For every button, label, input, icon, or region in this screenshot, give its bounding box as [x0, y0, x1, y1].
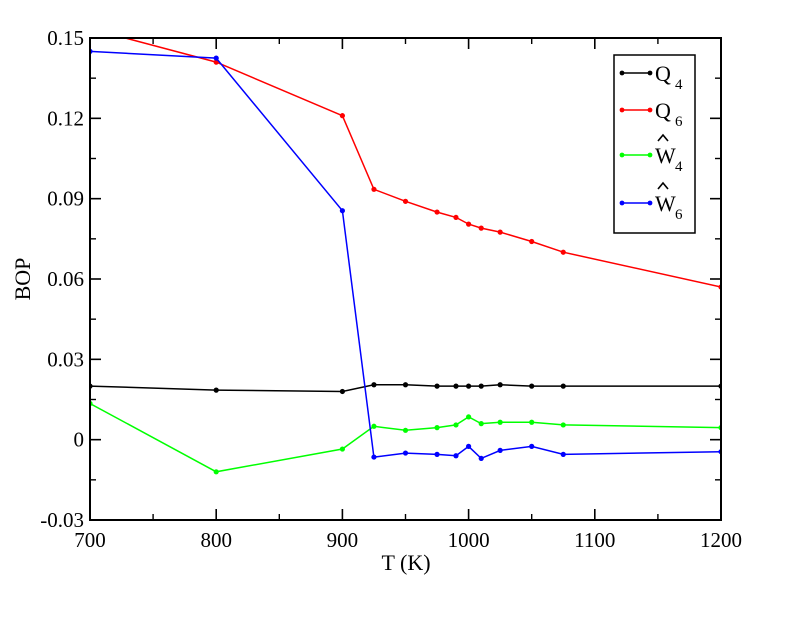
data-point	[478, 455, 484, 462]
data-point	[339, 113, 345, 119]
data-point	[466, 414, 472, 420]
legend-marker	[647, 107, 653, 113]
data-point	[434, 209, 440, 215]
data-point	[478, 225, 484, 231]
data-point	[402, 450, 409, 456]
y-tick-label: 0.06	[47, 267, 84, 291]
data-point	[402, 427, 409, 433]
data-point	[213, 469, 219, 475]
data-point	[434, 383, 440, 389]
legend-marker	[619, 152, 625, 158]
plot-frame	[89, 37, 722, 521]
data-point	[339, 388, 345, 395]
x-tick-label: 1200	[700, 528, 742, 552]
legend-hat-mark	[657, 133, 669, 142]
legend-marker	[619, 107, 625, 113]
data-point	[478, 421, 484, 427]
x-tick-label: 900	[327, 528, 359, 552]
legend-marker	[647, 70, 653, 76]
data-point	[371, 454, 377, 460]
legend-label: W	[655, 191, 676, 216]
data-point	[560, 383, 566, 389]
data-point	[529, 443, 535, 449]
data-point	[560, 422, 566, 428]
data-point	[466, 221, 472, 227]
legend-label: W	[655, 143, 676, 168]
data-point	[497, 419, 503, 425]
data-point	[560, 451, 566, 457]
tick-labels: 700 800 900 1000 1100 1200 -0.03 0 0.03 0.06 0.09 0…	[40, 26, 742, 552]
x-tick-label: 800	[200, 528, 232, 552]
data-point	[497, 382, 503, 388]
y-tick-label: -0.03	[40, 508, 84, 532]
x-tick-label: 700	[74, 528, 106, 552]
y-axis-label: BOP	[10, 258, 35, 301]
data-point	[560, 249, 566, 255]
data-point	[434, 451, 440, 457]
data-point	[497, 229, 503, 235]
series-q4	[90, 382, 721, 395]
legend-marker	[619, 200, 625, 206]
legend-label-subscript: 4	[675, 159, 683, 175]
x-tick-label: 1000	[448, 528, 490, 552]
y-tick-label: 0.15	[47, 26, 84, 50]
x-axis-label: T (K)	[381, 550, 430, 575]
y-tick-label: 0	[74, 428, 85, 452]
series-w4-hat	[90, 400, 721, 475]
y-tick-label: 0.12	[47, 106, 84, 130]
legend-label-subscript: 4	[675, 77, 683, 93]
y-tick-label: 0.09	[47, 187, 84, 211]
series-layer	[87, 26, 721, 475]
data-point	[339, 208, 345, 214]
data-point	[453, 422, 459, 428]
data-point	[213, 55, 219, 61]
data-point	[371, 382, 377, 388]
data-point	[339, 446, 345, 452]
series-w6-hat	[90, 48, 721, 462]
data-point	[466, 443, 472, 449]
legend-marker	[647, 152, 653, 158]
legend: Q 4Q 6W 4W 6	[613, 54, 696, 234]
legend-marker	[647, 200, 653, 206]
data-point	[466, 383, 472, 389]
data-point	[453, 453, 459, 459]
legend-label-subscript: 6	[675, 207, 683, 223]
y-tick-label: 0.03	[47, 347, 84, 371]
data-point	[402, 198, 409, 204]
data-point	[213, 387, 219, 393]
legend-label-subscript: 6	[675, 114, 683, 130]
legend-marker	[619, 70, 625, 76]
legend-hat-mark	[657, 181, 669, 190]
data-point	[87, 26, 92, 31]
data-point	[453, 383, 459, 389]
data-point	[371, 423, 377, 429]
legend-label: Q	[655, 98, 671, 123]
data-point	[402, 382, 409, 388]
x-tick-label: 1100	[574, 528, 615, 552]
data-point	[529, 419, 535, 425]
data-point	[453, 214, 459, 221]
data-point	[434, 425, 440, 431]
legend-label: Q	[655, 61, 671, 86]
data-point	[478, 383, 484, 389]
data-point	[371, 186, 377, 192]
data-point	[497, 447, 503, 453]
series-line	[90, 402, 721, 473]
data-point	[529, 383, 535, 389]
data-point	[529, 238, 535, 245]
